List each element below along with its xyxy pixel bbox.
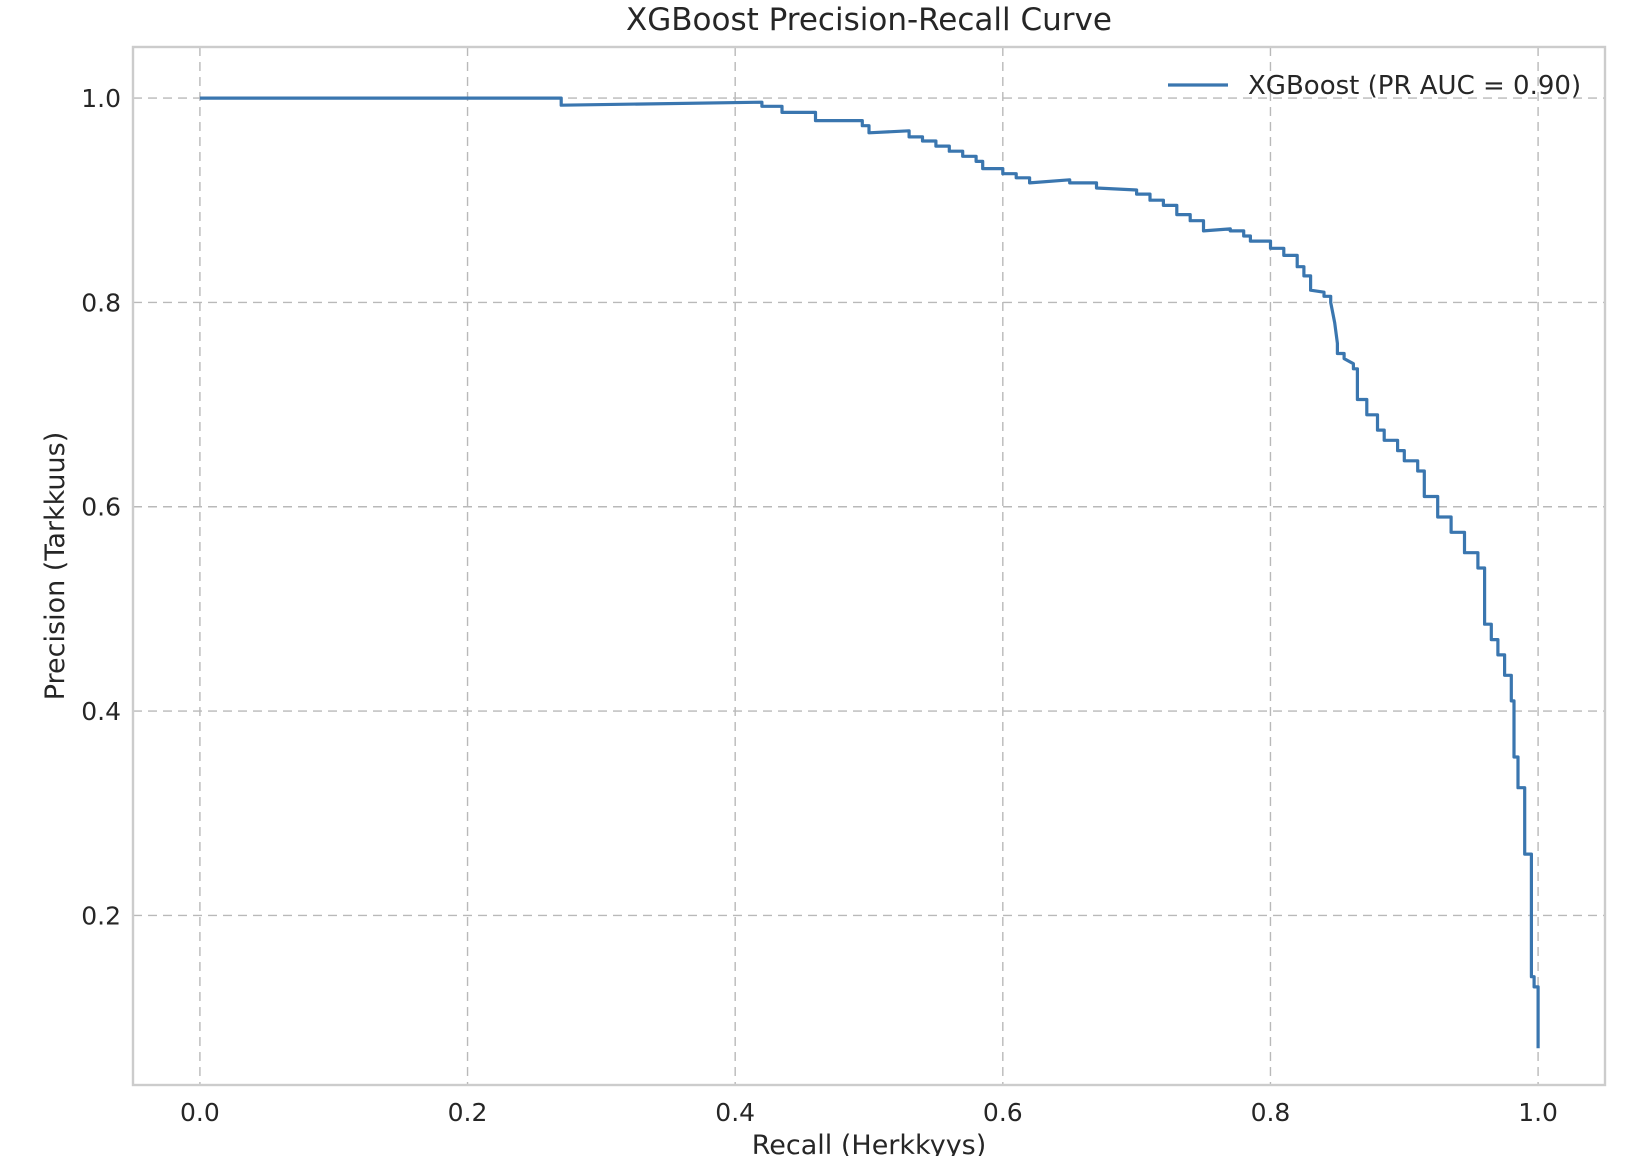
x-axis-ticks: 0.0 0.2 0.4 0.6 0.8 1.0 (180, 1098, 1558, 1127)
x-tick-label: 0.4 (715, 1098, 755, 1127)
x-tick-label: 0.6 (983, 1098, 1023, 1127)
series-line-xgboost (199, 96, 1540, 1049)
y-tick-label: 0.8 (81, 288, 121, 317)
x-tick-label: 0.8 (1251, 1098, 1291, 1127)
x-tick-label: 1.0 (1518, 1098, 1558, 1127)
grid (133, 47, 1605, 1085)
y-tick-label: 1.0 (81, 84, 121, 113)
y-tick-label: 0.2 (81, 901, 121, 930)
y-axis-ticks: 0.2 0.4 0.6 0.8 1.0 (81, 84, 121, 930)
y-tick-label: 0.6 (81, 493, 121, 522)
x-tick-label: 0.0 (180, 1098, 220, 1127)
x-axis-label: Recall (Herkkyys) (752, 1130, 987, 1156)
y-axis-label: Precision (Tarkkuus) (40, 432, 71, 701)
legend-entry-xgboost: XGBoost (PR AUC = 0.90) (1248, 71, 1581, 101)
plot-frame (131, 45, 1607, 1087)
series-layer (199, 96, 1540, 1049)
x-tick-label: 0.2 (448, 1098, 488, 1127)
chart-title: XGBoost Precision-Recall Curve (626, 2, 1112, 38)
y-tick-label: 0.4 (81, 697, 121, 726)
legend: XGBoost (PR AUC = 0.90) (1168, 71, 1581, 101)
